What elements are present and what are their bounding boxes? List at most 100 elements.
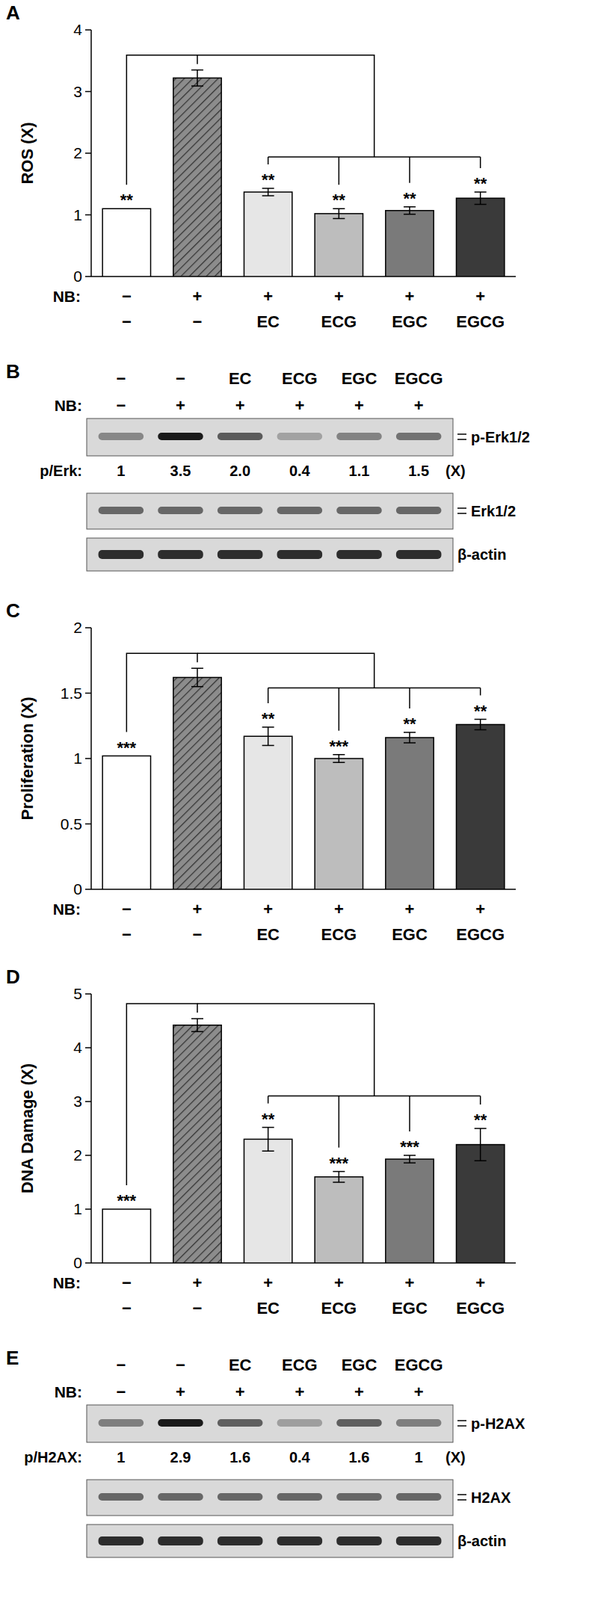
x-tick-label: ECG: [320, 925, 357, 945]
phospho-band: [396, 432, 442, 441]
y-tick-label: 0.5: [60, 815, 83, 833]
bracket-line: [479, 156, 482, 169]
band: [98, 550, 145, 560]
significance: ***: [328, 1154, 349, 1173]
nb-label: +: [405, 1273, 415, 1293]
band: [157, 506, 204, 515]
bracket-line: [408, 688, 411, 710]
treatment-label: EGC: [341, 1355, 378, 1375]
x-tick-label: EGC: [391, 925, 428, 945]
bracket-line: [338, 156, 341, 185]
error-cap: [403, 1162, 416, 1164]
bracket-line: [268, 1095, 481, 1098]
error-bar: [474, 192, 487, 205]
doublet-mark: [457, 512, 467, 515]
row-label: NB:: [53, 1274, 81, 1292]
bars: [102, 1018, 505, 1264]
error-bar: [191, 1018, 204, 1032]
bar: [385, 210, 434, 277]
error-line: [196, 1018, 199, 1032]
doublet-mark: [457, 1420, 467, 1422]
blot-strip: [86, 493, 453, 530]
ratio-value: 1.1: [349, 462, 371, 480]
treatment-label: EGC: [341, 369, 378, 388]
bar: [243, 736, 292, 890]
y-tick: [85, 152, 92, 154]
error-line: [267, 188, 270, 196]
error-bar: [191, 70, 204, 86]
error-cap: [262, 745, 275, 747]
y-tick-label: 0: [73, 267, 83, 285]
error-line: [479, 192, 482, 205]
blot-strip: [86, 418, 453, 456]
bar: [102, 1209, 151, 1264]
band: [336, 550, 382, 560]
y-tick-label: 5: [73, 985, 83, 1003]
y-axis: [90, 994, 92, 1264]
error-cap: [474, 1160, 487, 1162]
y-axis-label: DNA Damage (X): [17, 1063, 37, 1194]
error-bar: [403, 207, 416, 215]
error-cap: [403, 742, 416, 744]
error-line: [267, 727, 270, 746]
y-tick: [85, 757, 92, 760]
significance: **: [402, 714, 417, 734]
doublet-mark: [457, 1494, 467, 1496]
band: [217, 506, 264, 515]
row-label: p-H2AX: [470, 1415, 526, 1433]
y-tick-label: 2: [73, 618, 83, 637]
y-tick: [85, 993, 92, 995]
y-tick-label: 0: [73, 1254, 83, 1272]
bar: [102, 208, 151, 277]
bracket: [126, 55, 480, 186]
y-tick: [85, 214, 92, 217]
nb-label: +: [475, 1273, 486, 1293]
band: [217, 1536, 264, 1546]
band: [277, 506, 323, 515]
row-label: NB:: [53, 287, 81, 305]
x-tick-label: EGCG: [455, 925, 505, 945]
band: [217, 550, 264, 560]
error-cap: [403, 213, 416, 216]
bar: [243, 1139, 292, 1264]
x-tick-label: EC: [256, 1299, 280, 1318]
band: [396, 550, 442, 560]
x-tick-label: ECG: [320, 312, 357, 332]
error-line: [408, 1155, 411, 1164]
error-cap: [262, 1150, 275, 1152]
error-bar: [262, 188, 275, 196]
band: [396, 1493, 442, 1501]
blot-strip: [86, 538, 453, 572]
bracket-line: [408, 1096, 411, 1132]
row-label: β-actin: [457, 1533, 507, 1550]
bar: [385, 1159, 434, 1264]
bar: [385, 737, 434, 890]
nb-label: +: [405, 287, 415, 306]
nb-label: +: [192, 899, 203, 919]
band: [336, 506, 382, 515]
bar: [173, 1025, 222, 1264]
bracket-line: [197, 1003, 375, 1096]
band: [396, 1536, 442, 1546]
significance: **: [261, 170, 276, 190]
x-axis: [91, 275, 516, 278]
bracket-line: [126, 653, 198, 732]
x-tick-label: −: [121, 312, 132, 332]
blot-strip: [86, 1480, 453, 1516]
bar: [314, 758, 363, 890]
bars: [102, 70, 505, 277]
chart-panel: DDNA Damage (X)012345*************NB:−++…: [5, 965, 516, 1318]
nb-label: +: [175, 1382, 186, 1402]
nb-label: +: [263, 899, 273, 919]
error-line: [479, 1128, 482, 1161]
bracket-line: [197, 55, 375, 157]
x-tick-label: −: [121, 925, 132, 945]
band: [336, 1493, 382, 1501]
nb-label: +: [294, 396, 305, 415]
x-tick-label: −: [121, 1299, 132, 1318]
significance: **: [473, 701, 488, 721]
phospho-band: [277, 1419, 323, 1427]
phospho-band: [336, 432, 382, 441]
ratio-value: 1: [116, 462, 125, 480]
error-line: [267, 1127, 270, 1152]
